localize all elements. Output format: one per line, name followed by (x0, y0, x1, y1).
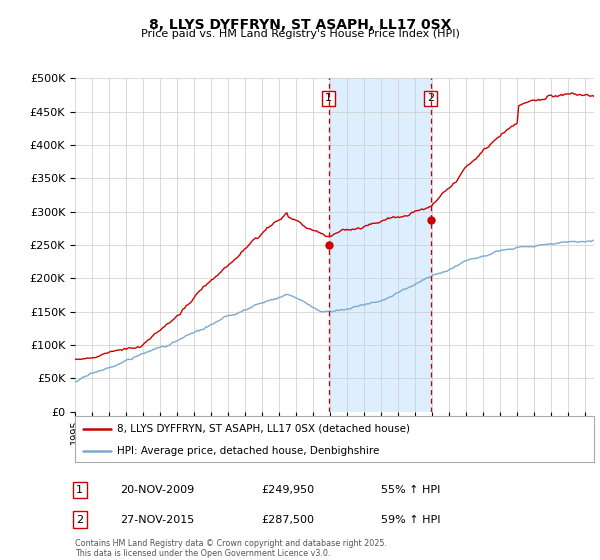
Text: 2: 2 (427, 94, 434, 104)
Text: Price paid vs. HM Land Registry's House Price Index (HPI): Price paid vs. HM Land Registry's House … (140, 29, 460, 39)
Text: £287,500: £287,500 (261, 515, 314, 525)
Text: 59% ↑ HPI: 59% ↑ HPI (381, 515, 440, 525)
Text: HPI: Average price, detached house, Denbighshire: HPI: Average price, detached house, Denb… (116, 446, 379, 455)
Bar (329, 78, 431, 412)
Text: 20-NOV-2009: 20-NOV-2009 (120, 485, 194, 495)
Text: £249,950: £249,950 (261, 485, 314, 495)
Text: 1: 1 (325, 94, 332, 104)
Text: 27-NOV-2015: 27-NOV-2015 (120, 515, 194, 525)
Text: 8, LLYS DYFFRYN, ST ASAPH, LL17 0SX: 8, LLYS DYFFRYN, ST ASAPH, LL17 0SX (149, 18, 451, 32)
Text: 2: 2 (76, 515, 83, 525)
Text: 55% ↑ HPI: 55% ↑ HPI (381, 485, 440, 495)
Text: 8, LLYS DYFFRYN, ST ASAPH, LL17 0SX (detached house): 8, LLYS DYFFRYN, ST ASAPH, LL17 0SX (det… (116, 424, 410, 434)
Text: Contains HM Land Registry data © Crown copyright and database right 2025.
This d: Contains HM Land Registry data © Crown c… (75, 539, 387, 558)
Text: 1: 1 (76, 485, 83, 495)
